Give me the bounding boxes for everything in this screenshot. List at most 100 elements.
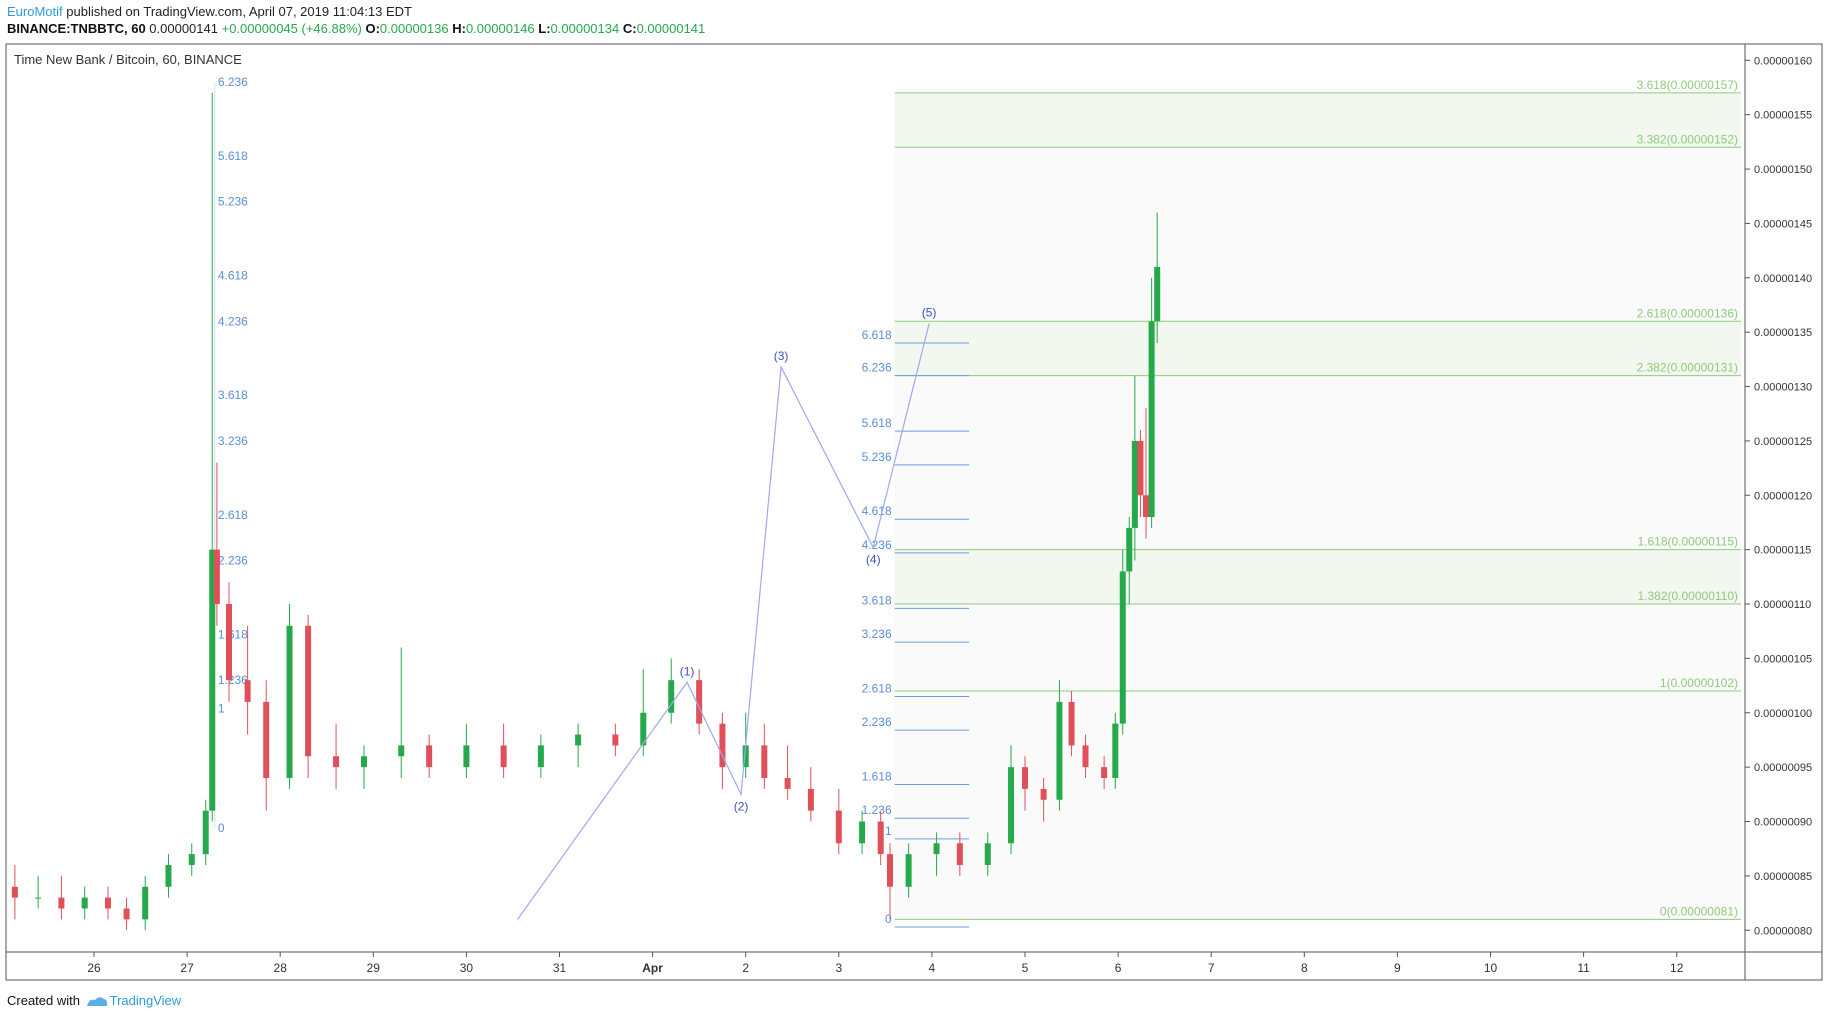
chart-frame <box>5 43 1823 981</box>
author-link[interactable]: EuroMotif <box>7 4 63 19</box>
tradingview-logo-icon[interactable] <box>86 994 108 1011</box>
close-value: 0.00000141 <box>636 21 706 36</box>
low-label: L: <box>538 21 551 36</box>
y-tick-label: 0.00000160 <box>1754 55 1812 67</box>
candle-body <box>142 886 149 920</box>
ext-level-label: 6.236 <box>862 361 892 375</box>
x-tick-label: 9 <box>1394 961 1401 975</box>
candle-body <box>398 745 405 757</box>
candle-body <box>784 778 791 789</box>
candle-body <box>1068 701 1075 746</box>
candle-body <box>719 723 726 768</box>
low-value: 0.00000134 <box>550 21 620 36</box>
y-tick-label: 0.00000115 <box>1754 545 1811 557</box>
ext-level-label: 4.236 <box>862 538 892 552</box>
candle-body <box>213 549 220 605</box>
x-tick-label: 6 <box>1115 961 1122 975</box>
fib-level-label: 2.382(0.00000131) <box>1637 361 1738 375</box>
fib-zone-band <box>894 92 1741 148</box>
candle-body <box>81 897 88 909</box>
x-tick-label: 30 <box>460 961 474 975</box>
candle-body <box>956 843 963 866</box>
x-tick-label: 28 <box>274 961 288 975</box>
candle-body <box>1154 266 1161 322</box>
candle-body <box>225 604 232 681</box>
y-tick-label: 0.00000155 <box>1754 110 1812 122</box>
candle-body <box>640 712 647 746</box>
left-ext-label: 6.236 <box>218 75 248 89</box>
candle-body <box>58 897 65 909</box>
fib-level-label: 2.618(0.00000136) <box>1637 306 1738 320</box>
wave-label: (2) <box>734 799 749 813</box>
x-tick-label: 2 <box>742 961 749 975</box>
candle-body <box>360 756 367 768</box>
ext-level-label: 1.236 <box>862 803 892 817</box>
candle-body <box>1137 440 1144 496</box>
last-price: 0.00000141 <box>149 21 218 36</box>
wave-label: (4) <box>866 552 881 566</box>
candle-body <box>835 810 842 844</box>
ohlc-line: BINANCE:TNBBTC, 60 0.00000141 +0.0000004… <box>7 21 705 36</box>
chart-title: Time New Bank / Bitcoin, 60, BINANCE <box>14 52 242 67</box>
candle-body <box>463 745 470 768</box>
candle-body <box>1101 767 1108 779</box>
candle-body <box>612 734 619 746</box>
wave-label: (3) <box>774 349 789 363</box>
candle-body <box>905 854 912 887</box>
high-label: H: <box>452 21 466 36</box>
left-ext-label: 2.236 <box>218 554 248 568</box>
y-tick-label: 0.00000105 <box>1754 653 1812 665</box>
wave-label: (1) <box>680 664 695 678</box>
candle-body <box>859 821 866 844</box>
candle-body <box>1148 321 1155 518</box>
fib-zone-band <box>894 321 1741 376</box>
left-ext-label: 2.618 <box>218 508 248 522</box>
candle-body <box>877 821 884 855</box>
candle-body <box>209 549 216 811</box>
candle-body <box>1126 527 1133 572</box>
x-tick-label: 7 <box>1208 961 1215 975</box>
candle-body <box>123 908 130 920</box>
x-tick-label: 12 <box>1670 961 1684 975</box>
candle-body <box>575 734 582 746</box>
high-value: 0.00000146 <box>465 21 535 36</box>
left-ext-label: 1.618 <box>218 627 248 641</box>
candle-body <box>1112 723 1119 779</box>
x-tick-label: 10 <box>1484 961 1498 975</box>
candle-body <box>500 745 507 768</box>
y-tick-label: 0.00000100 <box>1754 708 1812 720</box>
close-label: C: <box>622 21 637 36</box>
x-tick-label: 4 <box>929 961 936 975</box>
ext-level-label: 0 <box>885 912 892 926</box>
left-ext-label: 4.618 <box>218 269 248 283</box>
ext-level-label: 2.236 <box>862 715 892 729</box>
open-value: 0.00000136 <box>379 21 449 36</box>
ext-level-label: 3.618 <box>862 593 892 607</box>
y-tick-label: 0.00000150 <box>1754 164 1812 176</box>
x-tick-label: 29 <box>367 961 381 975</box>
candle-body <box>1119 571 1126 724</box>
created-with-text: Created with <box>7 993 80 1008</box>
left-ext-label: 1.236 <box>218 673 248 687</box>
candle-body <box>1022 767 1028 789</box>
candle-body <box>1008 767 1015 844</box>
ext-level-label: 6.618 <box>862 328 892 342</box>
candle-body <box>807 788 814 811</box>
candle-body <box>426 745 433 768</box>
candle-body <box>984 843 991 866</box>
candle-body <box>188 854 195 866</box>
price-change: +0.00000045 (+46.88%) <box>221 21 362 36</box>
candle-body <box>537 745 544 768</box>
y-tick-label: 0.00000120 <box>1754 490 1812 502</box>
tradingview-link[interactable]: TradingView <box>109 993 182 1008</box>
left-ext-label: 3.618 <box>218 388 248 402</box>
y-tick-label: 0.00000125 <box>1754 436 1812 448</box>
fib-level-label: 1.618(0.00000115) <box>1637 535 1738 549</box>
publish-line: EuroMotif published on TradingView.com, … <box>7 4 412 19</box>
candle-body <box>761 745 768 779</box>
fib-level-label: 3.618(0.00000157) <box>1637 78 1738 92</box>
candle-body <box>1040 788 1047 800</box>
candle-body <box>202 810 209 855</box>
